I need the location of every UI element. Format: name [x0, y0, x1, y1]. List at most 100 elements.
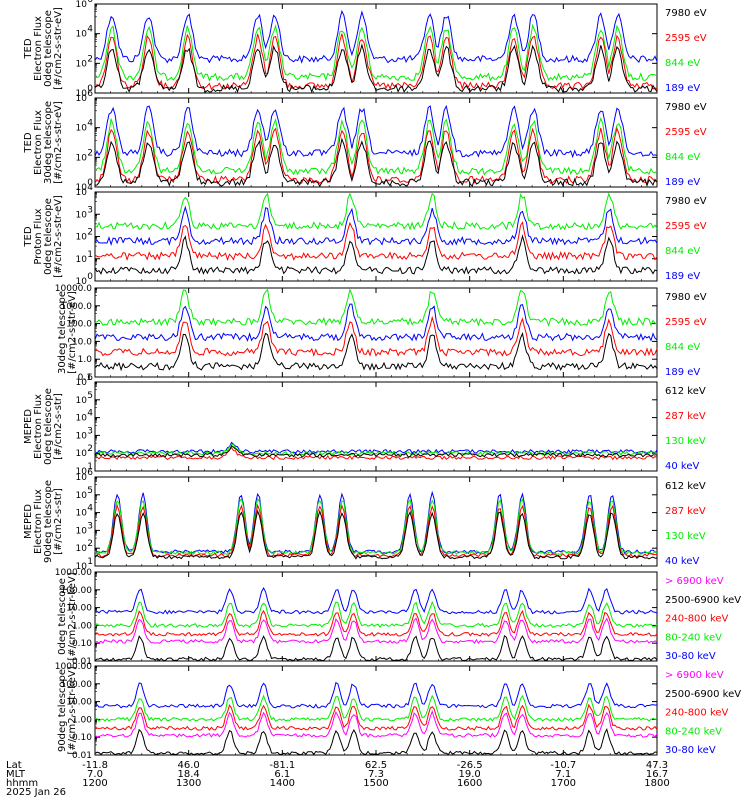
- series-trace: [94, 709, 658, 738]
- series-trace: [94, 288, 658, 327]
- x-tick-label-mlt: 16.7: [646, 769, 668, 780]
- series-trace: [94, 192, 658, 231]
- series-trace: [94, 694, 658, 722]
- y-tick-label: 10: [76, 467, 88, 477]
- series-trace: [94, 445, 657, 458]
- legend-label: 189 eV: [665, 83, 700, 94]
- y-tick-exponent: 0: [87, 178, 93, 188]
- x-tick-label-hhmm: 1700: [551, 778, 576, 789]
- legend-label: 40 keV: [665, 461, 699, 472]
- y-tick-label: 10: [76, 473, 88, 483]
- y-axis-title-line: Electron Flux: [33, 16, 44, 81]
- series-trace: [94, 600, 658, 628]
- y-tick-label: 1000.00: [55, 662, 92, 672]
- series-trace: [94, 33, 658, 91]
- legend-label: 130 keV: [665, 436, 706, 447]
- y-axis-title-line: 90deg telescope: [43, 480, 54, 563]
- series-trace: [94, 234, 658, 275]
- y-axis-title-line: [#/cm2-s-str-eV]: [53, 195, 64, 278]
- y-tick-exponent: 4: [87, 119, 93, 129]
- legend-label: 80-240 keV: [665, 726, 722, 737]
- y-axis-title-line: MEPED: [23, 504, 34, 539]
- panel-frame: [94, 571, 658, 662]
- y-tick-exponent: 1: [87, 557, 93, 567]
- legend-label: 844 eV: [665, 58, 700, 69]
- legend-label: 844 eV: [665, 246, 700, 257]
- y-tick-exponent: 1: [87, 250, 93, 260]
- x-tick-label-lat: -81.1: [269, 760, 295, 771]
- x-tick-label-lat: -26.5: [457, 760, 483, 771]
- legend-label: > 6900 keV: [665, 670, 724, 681]
- x-tick-label-mlt: 7.3: [368, 769, 384, 780]
- y-axis-title-line: 0deg telescope: [43, 10, 54, 87]
- legend-label: 7980 eV: [665, 102, 707, 113]
- legend-label: 240-800 keV: [665, 614, 729, 625]
- y-axis-title-line: TED: [23, 38, 34, 59]
- series-trace: [94, 635, 658, 662]
- y-axis-title-line: [#/cm2-s-str]: [53, 393, 64, 460]
- legend-label: 287 keV: [665, 506, 706, 517]
- y-tick-exponent: 3: [87, 426, 93, 436]
- y-tick-label: 10.0: [72, 337, 92, 347]
- x-tick-label-lat: 62.5: [365, 760, 387, 771]
- series-trace: [94, 503, 658, 558]
- y-axis-title-line: MEPED: [23, 409, 34, 444]
- series-trace: [94, 703, 658, 731]
- series-trace: [94, 441, 658, 455]
- legend-label: 30-80 keV: [665, 651, 716, 662]
- legend-label: 189 eV: [665, 177, 700, 188]
- y-tick-label: 100.0: [66, 320, 92, 330]
- y-tick-label: 0.10: [72, 733, 92, 743]
- series-trace: [94, 315, 658, 358]
- legend-label: 7980 eV: [665, 196, 707, 207]
- y-tick-label: 10: [76, 89, 88, 99]
- y-tick-exponent: 6: [87, 0, 93, 5]
- y-axis-title-line: 30deg telescope: [43, 101, 54, 184]
- y-axis-title-line: [#/cm2-s-str-keV]: [67, 666, 78, 754]
- legend-label: 612 keV: [665, 481, 706, 492]
- y-tick-exponent: 2: [87, 54, 93, 64]
- y-axis-title-line: TED: [23, 132, 34, 153]
- y-tick-label: 10: [76, 431, 88, 441]
- x-tick-label-lat: -10.7: [550, 760, 576, 771]
- y-tick-label: 10: [76, 59, 88, 69]
- legend-label: 2595 eV: [665, 221, 707, 232]
- legend-label: 2500-6900 keV: [665, 595, 741, 606]
- series-trace: [94, 23, 658, 82]
- series-trace: [94, 104, 658, 159]
- legend-label: 30-80 keV: [665, 745, 716, 756]
- x-row-label-hhmm: hhmm: [6, 778, 38, 789]
- series-trace: [94, 681, 658, 709]
- y-tick-label: 0.10: [72, 639, 92, 649]
- x-tick-label-hhmm: 1600: [457, 778, 482, 789]
- legend-label: > 6900 keV: [665, 576, 724, 587]
- legend-label: 2595 eV: [665, 127, 707, 138]
- y-tick-exponent: 2: [87, 444, 93, 454]
- y-axis-title-line: 0deg telescope: [57, 578, 68, 655]
- y-tick-label: 10000.0: [55, 284, 92, 294]
- y-tick-exponent: 3: [87, 521, 93, 531]
- y-tick-label: 10: [76, 414, 88, 424]
- panel-8: 1000.00 100.00 10.00 1.00 0.10 0.01 90deg tele…: [55, 662, 741, 761]
- y-tick-label: 0.01: [72, 657, 92, 667]
- y-axis-title-line: Proton Flux: [33, 208, 44, 264]
- legend-label: 40 keV: [665, 556, 699, 567]
- y-axis-title-line: [#/cm2-s-str-keV]: [67, 572, 78, 660]
- series-trace: [94, 303, 658, 342]
- y-axis-title-line: [#/cm2-s-str-eV]: [53, 101, 64, 184]
- y-tick-label: 10: [76, 491, 88, 501]
- x-row-label-mlt: MLT: [6, 769, 26, 780]
- series-trace: [94, 443, 658, 456]
- series-trace: [94, 490, 658, 555]
- x-tick-label-lat: 47.3: [646, 760, 668, 771]
- panel-4: 10000.0 1000.0 100.0 10.0 1.0 0.1 30deg telesc…: [55, 284, 707, 383]
- y-axis-title-line: 0deg telescope: [43, 198, 54, 275]
- y-tick-label: 10: [76, 0, 88, 10]
- x-tick-label-mlt: 7.0: [87, 769, 103, 780]
- y-axis-title-line: Electron Flux: [33, 394, 44, 459]
- y-tick-exponent: 2: [87, 539, 93, 549]
